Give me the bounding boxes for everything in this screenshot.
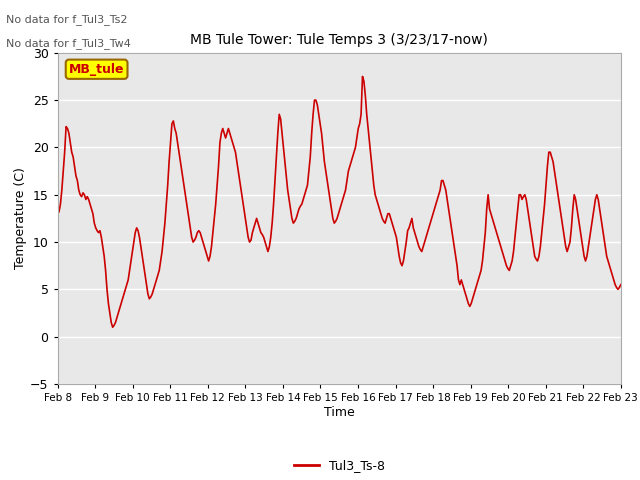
Text: MB_tule: MB_tule	[69, 63, 124, 76]
Text: No data for f_Tul3_Tw4: No data for f_Tul3_Tw4	[6, 38, 131, 49]
X-axis label: Time: Time	[324, 406, 355, 419]
Title: MB Tule Tower: Tule Temps 3 (3/23/17-now): MB Tule Tower: Tule Temps 3 (3/23/17-now…	[190, 34, 488, 48]
Y-axis label: Temperature (C): Temperature (C)	[14, 168, 28, 269]
Legend: Tul3_Ts-8: Tul3_Ts-8	[289, 454, 390, 477]
Text: No data for f_Tul3_Ts2: No data for f_Tul3_Ts2	[6, 14, 128, 25]
